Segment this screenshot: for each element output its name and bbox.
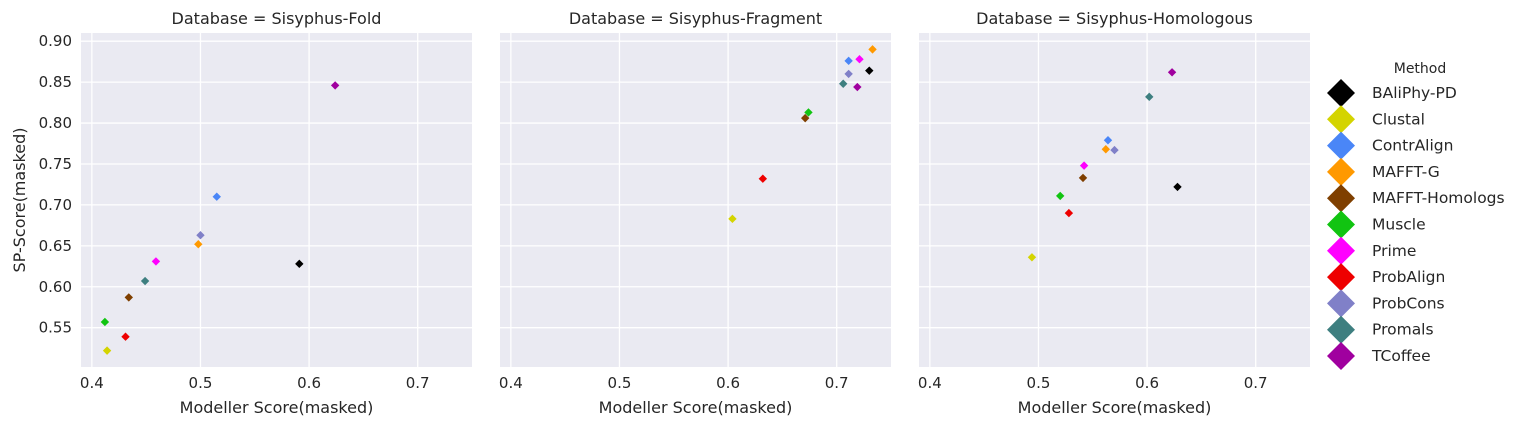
point-tcoffee xyxy=(853,82,862,92)
point-mafft-g xyxy=(1101,145,1111,154)
x-tick-label: 0.6 xyxy=(716,374,740,392)
legend-label: ProbAlign xyxy=(1372,268,1445,286)
facet-panel: 0.4 0.5 0.6 0.7 Database = Sisyphus-Homologo… xyxy=(918,9,1310,417)
y-axis-label: SP-Score(masked) xyxy=(10,128,29,273)
legend-label: BAliPhy-PD xyxy=(1372,84,1457,102)
y-tick-label: 0.80 xyxy=(39,114,72,132)
legend-label: Prime xyxy=(1372,242,1416,260)
y-tick-label: 0.75 xyxy=(39,155,72,173)
legend-label: MAFFT-Homologs xyxy=(1372,189,1505,207)
y-tick-label: 0.90 xyxy=(39,32,72,50)
point-mafft-homologs xyxy=(124,293,133,302)
x-axis-label: Modeller Score(masked) xyxy=(599,398,793,417)
point-mafft-homologs xyxy=(1078,173,1088,183)
legend-marker xyxy=(1327,263,1355,292)
point-tcoffee xyxy=(330,81,340,90)
facet-panel: 0.4 0.5 0.6 0.7 Database = Sisyphus-Fragment… xyxy=(499,9,891,417)
legend-items: BAliPhy-PD Clustal ContrAlign MAFFT-G MAFFT-… xyxy=(1327,79,1505,370)
point-baliphy-pd xyxy=(865,66,874,75)
point-contralign xyxy=(212,192,221,201)
legend-marker xyxy=(1327,315,1355,344)
legend-label: Promals xyxy=(1372,321,1434,339)
panel-title: Database = Sisyphus-Fold xyxy=(172,9,382,28)
point-baliphy-pd xyxy=(1173,182,1182,192)
legend-marker xyxy=(1327,289,1355,318)
point-mafft-g xyxy=(194,240,203,249)
x-axis-label: Modeller Score(masked) xyxy=(180,398,374,417)
point-clustal xyxy=(102,346,112,355)
point-probcons xyxy=(196,231,205,240)
legend-marker xyxy=(1327,210,1355,239)
point-mafft-g xyxy=(868,45,877,54)
point-promals xyxy=(140,276,150,286)
point-prime xyxy=(151,257,161,266)
legend-label: Muscle xyxy=(1372,216,1426,234)
y-tick-label: 0.55 xyxy=(39,319,72,337)
y-tick-label: 0.60 xyxy=(39,278,72,296)
x-tick-label: 0.6 xyxy=(297,374,321,392)
point-probcons xyxy=(844,69,853,79)
x-tick-label: 0.5 xyxy=(189,374,213,392)
point-probalign xyxy=(121,332,130,341)
point-clustal xyxy=(1027,253,1037,262)
x-axis-label: Modeller Score(masked) xyxy=(1018,398,1212,417)
point-prime xyxy=(1079,161,1089,170)
point-probalign xyxy=(1064,208,1074,218)
legend-marker xyxy=(1327,184,1355,213)
point-muscle xyxy=(804,108,813,117)
point-mafft-homologs xyxy=(800,113,810,123)
panel-title: Database = Sisyphus-Fragment xyxy=(569,9,822,28)
panel-title: Database = Sisyphus-Homologous xyxy=(976,9,1253,28)
point-probcons xyxy=(1110,145,1119,155)
y-tick-label: 0.65 xyxy=(39,237,72,255)
legend-label: Clustal xyxy=(1372,110,1425,128)
legend-marker xyxy=(1327,157,1355,186)
x-tick-label: 0.6 xyxy=(1135,374,1159,392)
x-tick-label: 0.5 xyxy=(1027,374,1051,392)
point-clustal xyxy=(728,214,737,224)
legend-label: MAFFT-G xyxy=(1372,163,1440,181)
legend-label: ContrAlign xyxy=(1372,137,1453,155)
facet-panel: 0.55 0.60 0.65 0.70 0.75 0.80 0.85 0.90 0.4 0.5 0.… xyxy=(10,9,472,417)
point-contralign xyxy=(844,56,853,66)
point-promals xyxy=(839,79,848,88)
plot-background xyxy=(500,33,891,367)
x-tick-label: 0.5 xyxy=(608,374,632,392)
y-tick-label: 0.70 xyxy=(39,196,72,214)
y-tick-label: 0.85 xyxy=(39,73,72,91)
point-probalign xyxy=(758,174,768,183)
point-contralign xyxy=(1103,136,1113,145)
legend-marker xyxy=(1327,342,1355,370)
x-tick-label: 0.4 xyxy=(499,374,523,392)
plot-background xyxy=(81,33,472,367)
x-tick-label: 0.7 xyxy=(825,374,849,392)
legend: Method BAliPhy-PD Clustal ContrAlign MAFFT-… xyxy=(1327,61,1505,370)
point-promals xyxy=(1145,92,1154,102)
x-tick-label: 0.7 xyxy=(406,374,430,392)
legend-title: Method xyxy=(1394,61,1447,77)
legend-label: TCoffee xyxy=(1371,347,1431,365)
point-prime xyxy=(855,54,864,64)
point-muscle xyxy=(100,317,110,327)
point-baliphy-pd xyxy=(295,259,304,269)
x-tick-label: 0.7 xyxy=(1244,374,1268,392)
x-tick-label: 0.4 xyxy=(918,374,942,392)
point-muscle xyxy=(1055,191,1065,201)
facet-panels: 0.550.600.650.700.750.800.850.900.4 0.5 0.… xyxy=(10,9,1310,417)
x-tick-label: 0.4 xyxy=(80,374,104,392)
point-tcoffee xyxy=(1167,68,1177,77)
legend-marker xyxy=(1327,236,1355,265)
legend-marker xyxy=(1327,105,1355,134)
legend-marker xyxy=(1327,131,1355,160)
plot-background xyxy=(919,33,1310,367)
legend-label: ProbCons xyxy=(1372,294,1445,312)
legend-marker xyxy=(1327,79,1355,107)
